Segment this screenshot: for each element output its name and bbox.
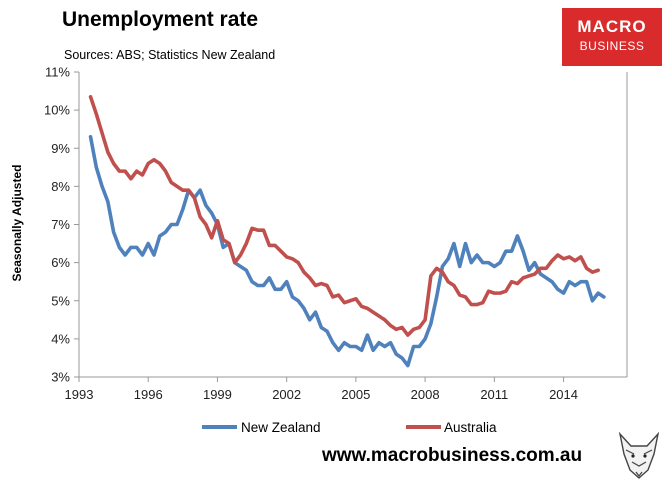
- y-tick-label: 7%: [51, 217, 70, 232]
- logo-line-1: MACRO: [577, 17, 647, 36]
- x-tick-label: 1993: [65, 387, 94, 402]
- x-tick-label: 2014: [549, 387, 578, 402]
- series-lines: [88, 94, 606, 368]
- y-tick-label: 5%: [51, 293, 70, 308]
- y-tick-label: 10%: [44, 103, 70, 118]
- x-tick-label: 1996: [134, 387, 163, 402]
- legend-label-new-zealand: New Zealand: [241, 420, 321, 435]
- unemployment-line-chart: 3% 4% 5% 6% 7% 8% 9% 10% 11% 1993 1996 1999 2002 2005…: [10, 65, 628, 435]
- x-tick-label: 2002: [272, 387, 301, 402]
- macrobusiness-logo: MACRO BUSINESS: [562, 8, 662, 66]
- legend-label-australia: Australia: [444, 420, 497, 435]
- chart-legend: New Zealand Australia: [202, 420, 497, 435]
- x-tick-label: 2011: [480, 387, 508, 402]
- y-tick-label: 9%: [51, 141, 70, 156]
- y-tick-label: 11%: [45, 65, 70, 80]
- axis-ticks: 3% 4% 5% 6% 7% 8% 9% 10% 11% 1993 1996 1999 2002 2005…: [44, 65, 578, 403]
- y-tick-label: 4%: [51, 331, 70, 346]
- y-tick-label: 6%: [51, 255, 70, 270]
- y-tick-label: 8%: [51, 179, 70, 194]
- x-tick-label: 2008: [411, 387, 440, 402]
- logo-line-2: BUSINESS: [579, 39, 645, 53]
- series-line-new-zealand: [88, 135, 606, 368]
- fox-mascot-icon: [618, 432, 660, 479]
- y-axis-label: Seasonally Adjusted: [10, 165, 24, 282]
- series-line-australia: [88, 94, 600, 337]
- website-url: www.macrobusiness.com.au: [322, 445, 583, 466]
- x-tick-label: 1999: [203, 387, 232, 402]
- chart-title: Unemployment rate: [62, 8, 259, 31]
- chart-subtitle: Sources: ABS; Statistics New Zealand: [64, 48, 276, 62]
- x-tick-label: 2005: [341, 387, 370, 402]
- chart-frame: [78, 72, 628, 378]
- y-tick-label: 3%: [51, 370, 70, 385]
